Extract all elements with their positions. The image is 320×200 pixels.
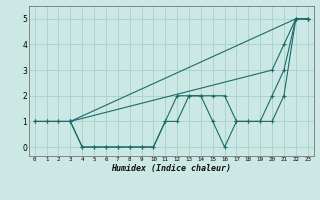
X-axis label: Humidex (Indice chaleur): Humidex (Indice chaleur) bbox=[111, 164, 231, 173]
